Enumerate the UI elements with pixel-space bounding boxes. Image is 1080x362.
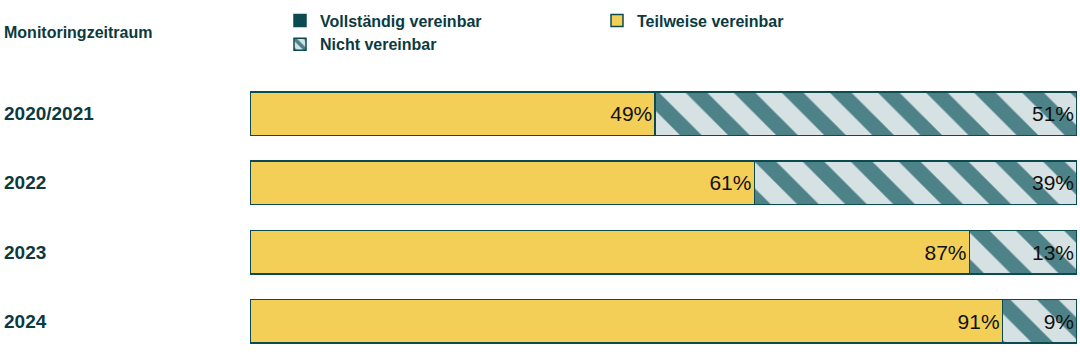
svg-text:51%: 51% xyxy=(1032,102,1074,125)
svg-text:91%: 91% xyxy=(958,310,1000,333)
svg-text:Nicht vereinbar: Nicht vereinbar xyxy=(320,36,436,53)
svg-text:13%: 13% xyxy=(1032,241,1074,264)
svg-text:49%: 49% xyxy=(610,102,652,125)
svg-text:2022: 2022 xyxy=(4,172,46,193)
svg-text:2020/2021: 2020/2021 xyxy=(4,103,94,124)
svg-text:Monitoringzeitraum: Monitoringzeitraum xyxy=(4,24,152,41)
svg-text:2023: 2023 xyxy=(4,242,46,263)
svg-text:2024: 2024 xyxy=(4,311,47,332)
svg-text:61%: 61% xyxy=(709,171,751,194)
svg-text:9%: 9% xyxy=(1044,310,1074,333)
svg-text:39%: 39% xyxy=(1032,171,1074,194)
svg-text:Vollständig vereinbar: Vollständig vereinbar xyxy=(320,13,482,30)
svg-text:87%: 87% xyxy=(924,241,966,264)
svg-text:Teilweise vereinbar: Teilweise vereinbar xyxy=(637,13,783,30)
